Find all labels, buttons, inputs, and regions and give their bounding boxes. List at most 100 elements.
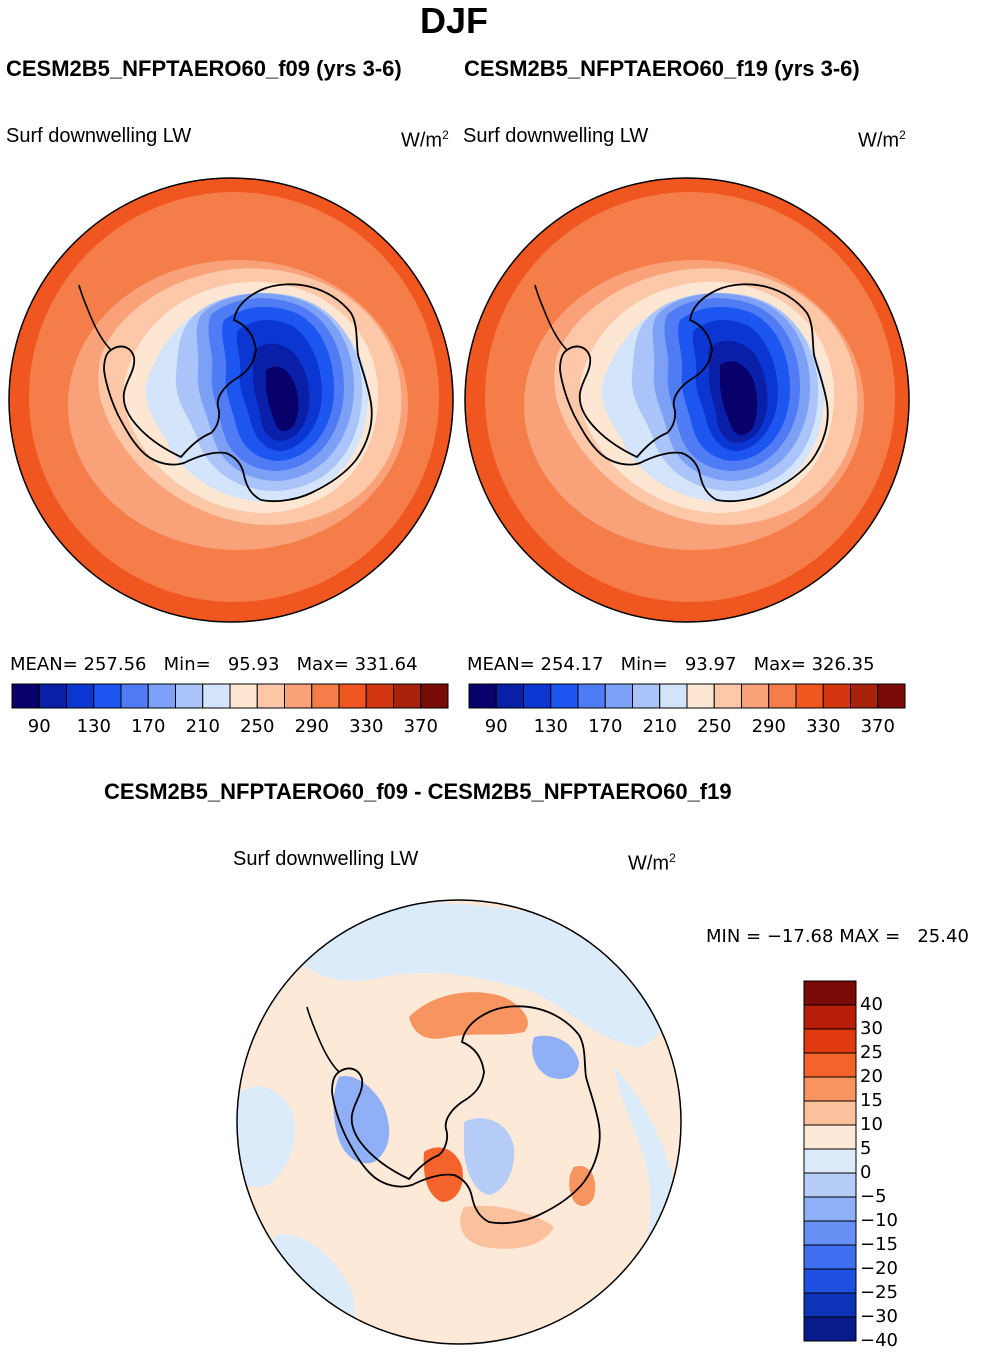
diff-negative-north bbox=[294, 902, 665, 1047]
panel-1-colorbar-swatch-12 bbox=[338, 683, 367, 709]
panel-2-colorbar-swatch-2 bbox=[523, 683, 552, 709]
diff-colorbar-tick-label: −15 bbox=[860, 1234, 898, 1255]
diff-colorbar-swatch-5 bbox=[803, 1100, 857, 1126]
diff-colorbar-tick-label: 20 bbox=[860, 1066, 883, 1087]
diff-colorbar-swatch-4 bbox=[803, 1076, 857, 1102]
panel-2-colorbar-swatch-7 bbox=[659, 683, 688, 709]
panel-1-colorbar-swatch-11 bbox=[311, 683, 340, 709]
panel-2-colorbar-tick-label: 250 bbox=[697, 716, 732, 737]
diff-colorbar-ticks: 40 30 25 20 15 10 5 0 −5 −10 −15 −20 −25 −30 −40 bbox=[858, 981, 918, 1351]
panel-1-colorbar-swatch-7 bbox=[202, 683, 231, 709]
panel-2-units: W/m2 bbox=[858, 128, 906, 153]
diff-coastline bbox=[331, 1005, 601, 1225]
panel-1-colorbar-ticks: 90 130 170 210 250 290 330 370 bbox=[12, 716, 448, 738]
panel-2-colorbar-tick-label: 330 bbox=[806, 716, 841, 737]
panel-2-min-value: 93.97 bbox=[684, 654, 737, 675]
panel-1-colorbar-tick-label: 90 bbox=[27, 716, 51, 737]
panel-2-colorbar-tick-label: 90 bbox=[484, 716, 508, 737]
panel-2-colorbar-swatch-0 bbox=[468, 683, 497, 709]
panel-1-colorbar bbox=[11, 683, 449, 709]
panel-2-mean-value: 254.17 bbox=[540, 654, 604, 675]
diff-max-value: 25.40 bbox=[917, 926, 969, 947]
panel-2-max-label: Max= bbox=[753, 654, 806, 675]
panel-1-level-90 bbox=[266, 366, 299, 431]
season-title: DJF bbox=[420, 0, 489, 41]
panel-1-min-label: Min= bbox=[163, 654, 211, 675]
panel-2-max-value: 326.35 bbox=[811, 654, 875, 675]
diff-panel-field-label: Surf downwelling LW bbox=[233, 848, 419, 870]
panel-2-colorbar-swatch-12 bbox=[795, 683, 824, 709]
diff-colorbar-swatch-10 bbox=[803, 1220, 857, 1246]
diff-colorbar-swatch-9 bbox=[803, 1196, 857, 1222]
diff-negative-ross bbox=[464, 1118, 515, 1195]
diff-colorbar-swatch-14 bbox=[803, 1316, 857, 1342]
panel-2-colorbar-swatch-1 bbox=[495, 683, 524, 709]
diff-peninsula bbox=[306, 1006, 340, 1073]
panel-1-units: W/m2 bbox=[401, 128, 449, 153]
diff-colorbar-tick-label: 30 bbox=[860, 1018, 883, 1039]
panel-1-max-label: Max= bbox=[296, 654, 349, 675]
panel-1-colorbar-swatch-3 bbox=[93, 683, 122, 709]
diff-colorbar-swatch-2 bbox=[803, 1028, 857, 1054]
panel-2-colorbar-tick-label: 130 bbox=[533, 716, 568, 737]
panel-1-colorbar-tick-label: 290 bbox=[294, 716, 329, 737]
panel-1-colorbar-swatch-0 bbox=[11, 683, 40, 709]
diff-positive-south-coast bbox=[460, 1205, 554, 1249]
panel-2-map-border bbox=[464, 177, 910, 623]
panel-2-colorbar-swatch-14 bbox=[850, 683, 879, 709]
panel-1-title: CESM2B5_NFPTAERO60_f09 (yrs 3-6) bbox=[6, 56, 402, 81]
diff-negative-west bbox=[237, 1086, 295, 1187]
diff-colorbar-swatch-11 bbox=[803, 1244, 857, 1270]
panel-1-peninsula bbox=[78, 284, 112, 351]
diff-colorbar-tick-label: 10 bbox=[860, 1114, 883, 1135]
panel-1-colorbar-swatch-4 bbox=[120, 683, 149, 709]
panel-1-colorbar-swatch-1 bbox=[38, 683, 67, 709]
panel-2-colorbar-tick-label: 290 bbox=[751, 716, 786, 737]
diff-colorbar-tick-label: 5 bbox=[860, 1138, 872, 1159]
panel-2-colorbar-swatch-10 bbox=[741, 683, 770, 709]
diff-max-label: MAX = bbox=[839, 926, 901, 947]
panel-2-colorbar-tick-label: 370 bbox=[860, 716, 895, 737]
diff-colorbar-tick-label: −5 bbox=[860, 1186, 887, 1207]
panel-2-title: CESM2B5_NFPTAERO60_f19 (yrs 3-6) bbox=[464, 56, 860, 81]
diff-panel-units-sup: 2 bbox=[669, 851, 676, 865]
diff-colorbar-swatch-12 bbox=[803, 1268, 857, 1294]
panel-2-colorbar-swatch-6 bbox=[632, 683, 661, 709]
panel-1-colorbar-swatch-15 bbox=[420, 683, 449, 709]
panel-1-mean-label: MEAN= bbox=[10, 654, 78, 675]
diff-colorbar bbox=[803, 980, 857, 1342]
diff-colorbar-tick-label: 15 bbox=[860, 1090, 883, 1111]
diff-colorbar-tick-label: 25 bbox=[860, 1042, 883, 1063]
panel-2-units-base: W/m bbox=[858, 129, 900, 152]
panel-1-map-border bbox=[8, 177, 454, 623]
panel-1-units-base: W/m bbox=[401, 129, 443, 152]
diff-colorbar-swatch-6 bbox=[803, 1124, 857, 1150]
panel-2-stats: MEAN= 254.17 Min= 93.97 Max= 326.35 bbox=[467, 654, 875, 675]
diff-colorbar-tick-label: −10 bbox=[860, 1210, 898, 1231]
diff-panel-units: W/m2 bbox=[628, 851, 676, 876]
panel-1-colorbar-swatch-9 bbox=[256, 683, 285, 709]
diff-colorbar-swatch-13 bbox=[803, 1292, 857, 1318]
diff-panel-stats: MIN = −17.68 MAX = 25.40 bbox=[706, 926, 969, 947]
panel-2-field-label: Surf downwelling LW bbox=[463, 125, 649, 147]
panel-1-colorbar-tick-label: 250 bbox=[240, 716, 275, 737]
panel-2-colorbar-ticks: 90 130 170 210 250 290 330 370 bbox=[469, 716, 905, 738]
panel-1-colorbar-tick-label: 370 bbox=[403, 716, 438, 737]
diff-panel-map bbox=[236, 899, 682, 1345]
panel-2-peninsula bbox=[534, 284, 568, 351]
panel-2-colorbar-swatch-13 bbox=[822, 683, 851, 709]
panel-1-colorbar-tick-label: 130 bbox=[76, 716, 111, 737]
panel-2-coastline bbox=[559, 283, 829, 503]
panel-1-colorbar-swatch-14 bbox=[393, 683, 422, 709]
diff-positive-north-coast bbox=[409, 992, 528, 1039]
panel-2-colorbar-swatch-11 bbox=[768, 683, 797, 709]
panel-2-colorbar-swatch-8 bbox=[686, 683, 715, 709]
diff-colorbar-tick-label: −40 bbox=[860, 1330, 898, 1351]
panel-2-colorbar-swatch-4 bbox=[577, 683, 606, 709]
panel-2-colorbar bbox=[468, 683, 906, 709]
panel-2-colorbar-swatch-3 bbox=[550, 683, 579, 709]
panel-2-units-sup: 2 bbox=[899, 128, 906, 142]
panel-2-min-label: Min= bbox=[620, 654, 668, 675]
panel-2-level-90 bbox=[720, 361, 758, 435]
diff-colorbar-tick-label: −30 bbox=[860, 1306, 898, 1327]
